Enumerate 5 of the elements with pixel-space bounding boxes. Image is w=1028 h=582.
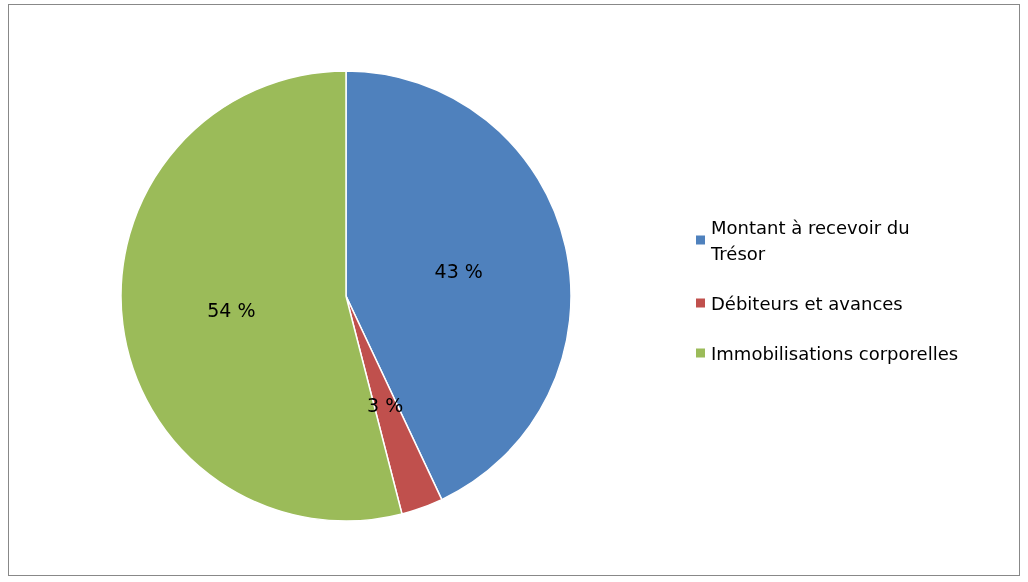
- data-label: 43 %: [434, 259, 483, 282]
- legend-label: Montant à recevoir du Trésor: [710, 216, 916, 264]
- data-label: 54 %: [207, 299, 256, 322]
- legend-label: Immobilisations corporelles: [711, 342, 959, 364]
- legend-label: Débiteurs et avances: [711, 292, 903, 314]
